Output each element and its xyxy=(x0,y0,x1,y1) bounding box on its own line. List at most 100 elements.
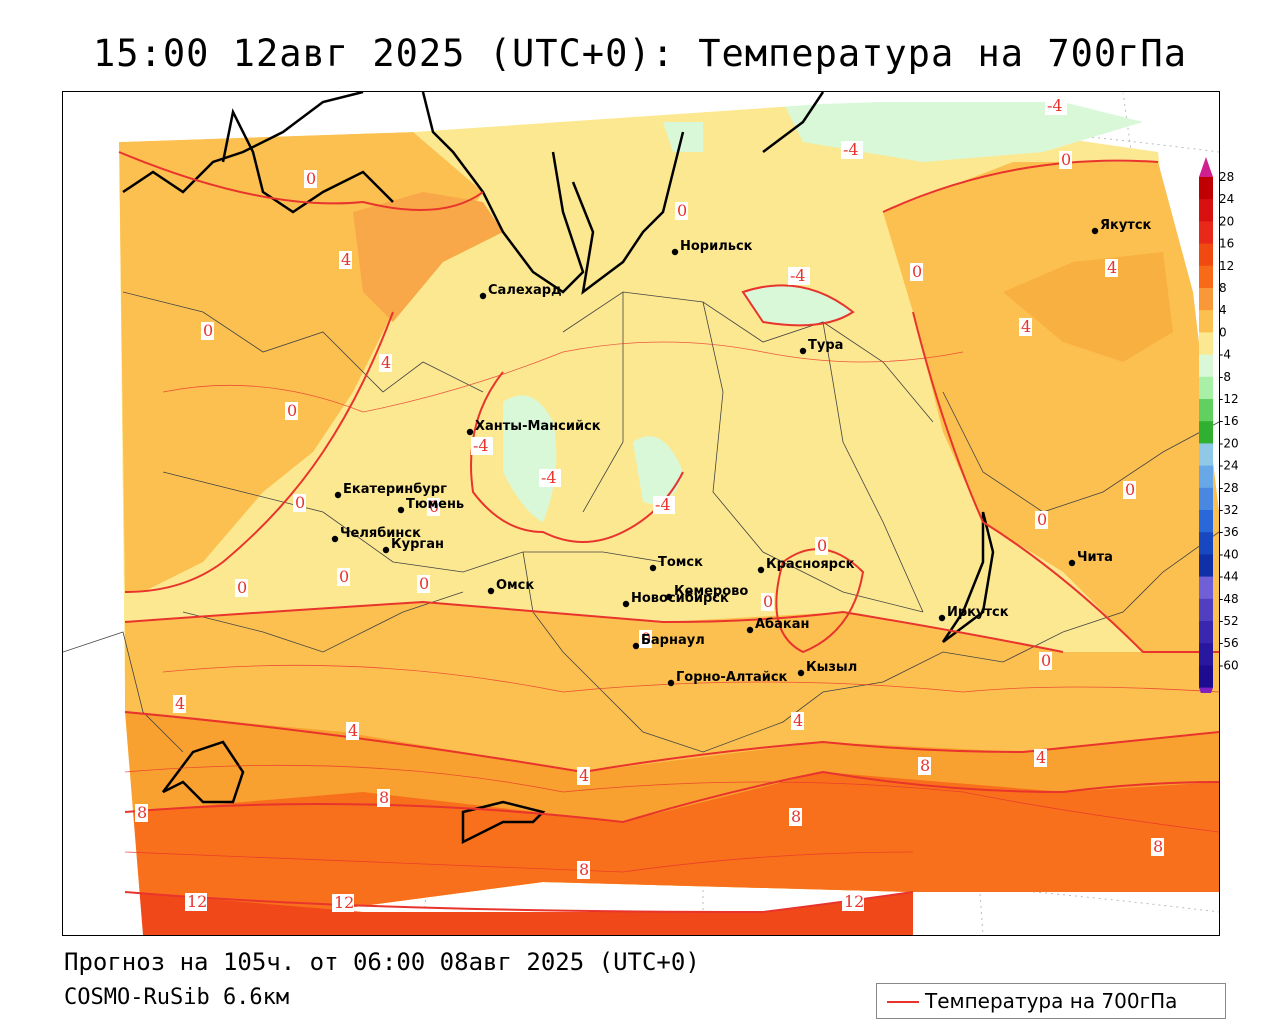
city-label: Норильск xyxy=(680,239,753,254)
isotherm-label: 0 xyxy=(339,567,349,586)
colorbar-tick-label: -4 xyxy=(1219,348,1231,362)
city-label: Красноярск xyxy=(766,557,855,572)
legend-line-swatch xyxy=(887,1001,919,1003)
isotherm-label-bg xyxy=(653,496,675,514)
coastlines xyxy=(122,92,995,845)
isotherm-label: 4 xyxy=(579,766,589,785)
isotherm-label-bg xyxy=(791,712,804,730)
colorbar-bottom-arrow xyxy=(1199,687,1213,693)
isotherm-label: 4 xyxy=(175,694,185,713)
city-label: Екатеринбург xyxy=(343,482,447,497)
city-markers: Норильск Салехард Якутск Тура Ханты-Мансийск… xyxy=(331,218,1152,687)
city-dot xyxy=(1068,559,1076,567)
isotherm-label-bg xyxy=(577,861,590,879)
isotherm-label-bg xyxy=(639,630,652,648)
colorbar-tick-label: -32 xyxy=(1219,503,1239,517)
colorbar-swatch xyxy=(1199,598,1213,622)
isotherm-label-bg xyxy=(427,498,440,516)
isotherm-label-bg xyxy=(841,141,863,159)
isotherm-label-bg xyxy=(377,789,390,807)
temperature-map: 0 4 0 4 0 -4 -4 -4 0 0 0 0 0 0 -4 -4 -4 0 0 4 4 0 0 0 0 0 0 4 4 4 4 4 8 8… xyxy=(62,91,1220,936)
isotherm-label: 8 xyxy=(579,860,589,879)
isotherm-label: 0 xyxy=(1061,150,1071,169)
isotherm-label: 12 xyxy=(187,892,207,911)
colorbar-swatch xyxy=(1199,332,1213,356)
colorbar-tick-label: -28 xyxy=(1219,481,1239,495)
isotherm-label-bg xyxy=(1034,749,1047,767)
colorbar-swatch xyxy=(1199,532,1213,555)
isotherm-label-bg xyxy=(842,893,864,911)
isotherm-label: 8 xyxy=(137,803,147,822)
colorbar-swatch xyxy=(1199,177,1213,200)
colorbar-swatch xyxy=(1199,399,1213,422)
city-dot xyxy=(331,535,339,543)
city-dot xyxy=(746,626,754,634)
isotherm-label: 0 xyxy=(287,401,297,420)
city-label: Кызыл xyxy=(806,660,857,675)
city-dot xyxy=(799,347,807,355)
isotherm-label-bg xyxy=(1151,838,1164,856)
colorbar-swatch xyxy=(1199,421,1213,444)
city-dot xyxy=(665,593,673,601)
isotherm-label: 4 xyxy=(341,250,351,269)
isotherm-label: 4 xyxy=(793,711,803,730)
isotherm-label: -4 xyxy=(473,436,489,455)
isotherm-label-bg xyxy=(285,402,298,420)
city-label: Ханты-Мансийск xyxy=(475,419,601,434)
forecast-info: Прогноз на 105ч. от 06:00 08авг 2025 (UT… xyxy=(64,948,700,976)
city-dot xyxy=(622,600,630,608)
city-label: Абакан xyxy=(755,617,810,632)
colorbar-tick-label: -20 xyxy=(1219,436,1239,450)
colorbar-tick-label: -44 xyxy=(1219,570,1239,584)
isotherm-label: 0 xyxy=(203,321,213,340)
isotherm-label: 0 xyxy=(1037,510,1047,529)
city-label: Томск xyxy=(658,555,703,570)
isotherm-label: 4 xyxy=(381,353,391,372)
city-label: Иркутск xyxy=(947,605,1009,620)
isotherm-label: 0 xyxy=(429,497,439,516)
colorbar-tick-label: 12 xyxy=(1219,259,1234,273)
isotherm-label: 0 xyxy=(295,493,305,512)
isotherm-label: -4 xyxy=(655,495,671,514)
city-dot xyxy=(382,546,390,554)
isotherm-label-bg xyxy=(201,322,214,340)
colorbar-tick-label: -16 xyxy=(1219,414,1239,428)
color-scale-swatches xyxy=(1199,157,1213,693)
isotherm-label-bg xyxy=(910,263,923,281)
colorbar-tick-label: 8 xyxy=(1219,281,1227,295)
isotherm-label-bg xyxy=(1035,511,1048,529)
isotherm-label: 12 xyxy=(334,893,354,912)
city-dot xyxy=(757,566,765,574)
isotherm-label-bg xyxy=(135,804,148,822)
city-label: Курган xyxy=(391,537,444,552)
colorbar-swatch xyxy=(1199,487,1213,511)
colorbar-swatch xyxy=(1199,621,1213,644)
colorbar-top-arrow xyxy=(1199,157,1213,177)
colorbar-swatch xyxy=(1199,376,1213,400)
isotherm-label: 0 xyxy=(763,592,773,611)
isotherm-label: 8 xyxy=(379,788,389,807)
isotherm-label-bg xyxy=(675,202,688,220)
colorbar-swatch xyxy=(1199,643,1213,666)
isotherm-label: -4 xyxy=(1047,96,1063,115)
colorbar-tick-label: 4 xyxy=(1219,303,1227,317)
colorbar-tick-label: 20 xyxy=(1219,214,1234,228)
isotherm-label-bg xyxy=(789,808,802,826)
city-dot xyxy=(487,587,495,595)
colorbar-tick-label: -24 xyxy=(1219,459,1239,473)
isotherm-label-bg xyxy=(417,575,430,593)
isotherm-label-bg xyxy=(339,251,352,269)
colorbar-swatch xyxy=(1199,354,1213,378)
colorbar-tick-label: 24 xyxy=(1219,192,1234,206)
city-dot xyxy=(1091,227,1099,235)
region-borders xyxy=(63,291,1219,753)
isotherm-label-bg xyxy=(235,579,248,597)
city-label: Омск xyxy=(496,578,534,593)
city-label: Кемерово xyxy=(674,584,748,599)
isotherm-label-bg xyxy=(761,593,774,611)
colorbar-tick-label: -8 xyxy=(1219,370,1231,384)
colorbar-tick-label: -48 xyxy=(1219,592,1239,606)
isotherm-label: 8 xyxy=(1153,837,1163,856)
isotherm-label-bg xyxy=(788,267,810,285)
colorbar-tick-label: -36 xyxy=(1219,525,1239,539)
